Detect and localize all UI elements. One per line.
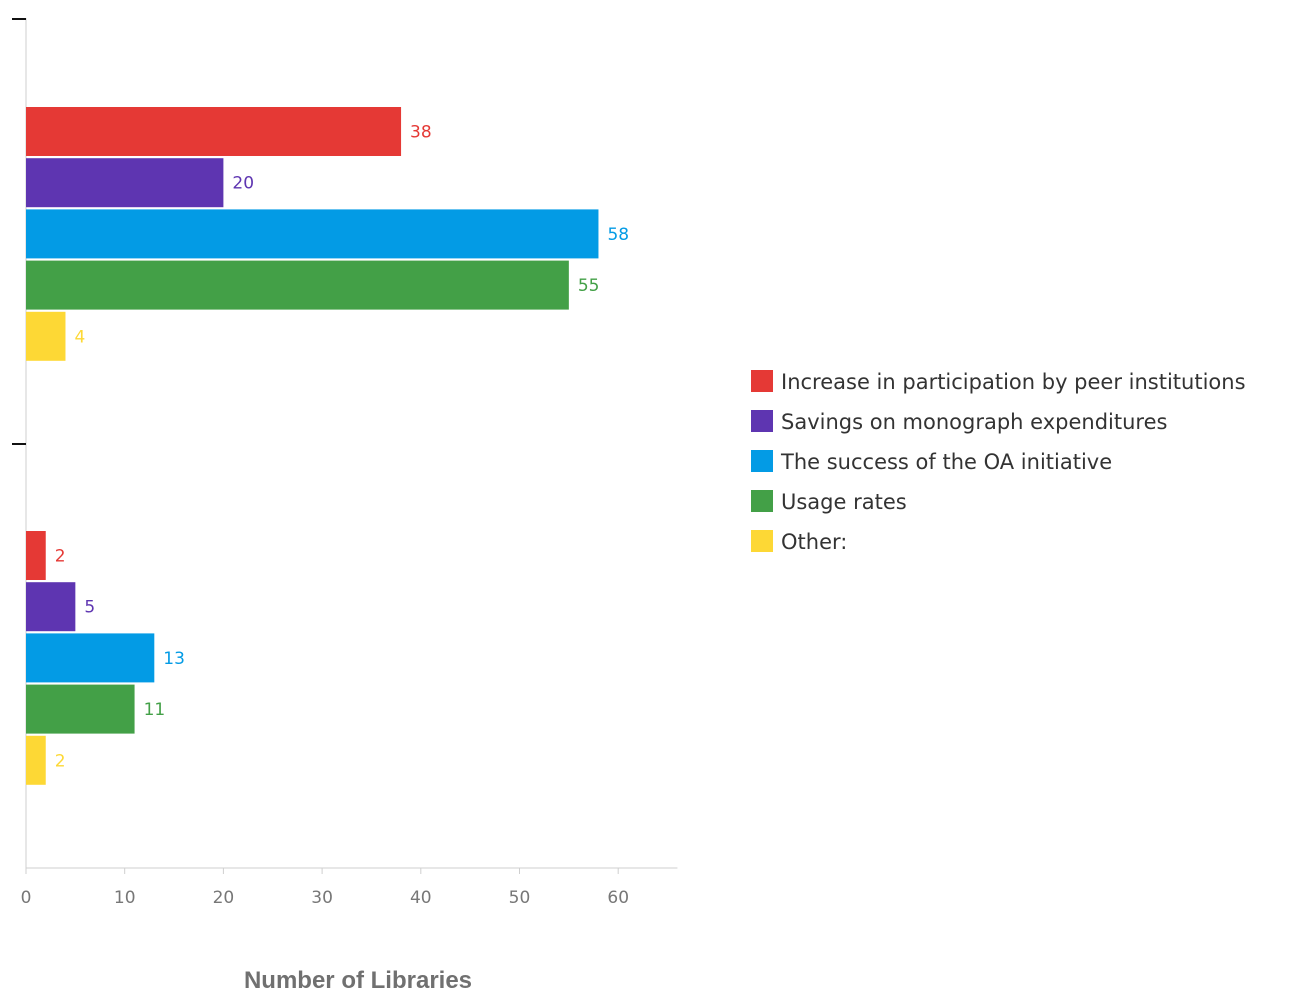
bar <box>26 582 76 632</box>
bar <box>26 684 135 734</box>
bar <box>26 311 66 361</box>
legend-swatch <box>751 450 773 472</box>
x-axis-ticks: 0 10 20 30 40 50 60 <box>21 868 629 908</box>
chart-bars <box>26 107 599 785</box>
bar <box>26 158 224 208</box>
legend-label: Other: <box>781 530 847 554</box>
x-axis-label: Number of Libraries <box>244 967 472 994</box>
legend-label: The success of the OA initiative <box>780 450 1112 474</box>
x-tick-label: 0 <box>21 888 32 908</box>
legend-swatch <box>751 370 773 392</box>
bar-value-label: 4 <box>74 327 85 347</box>
bar <box>26 260 569 310</box>
bar-value-label: 55 <box>578 276 600 296</box>
bar-value-label: 38 <box>410 123 432 143</box>
legend-swatch <box>751 410 773 432</box>
bar <box>26 209 599 259</box>
bar-value-label: 11 <box>144 700 166 720</box>
bar <box>26 531 46 580</box>
bar <box>26 735 46 785</box>
legend-label: Savings on monograph expenditures <box>781 410 1167 434</box>
chart-legend: Increase in participation by peer instit… <box>751 370 1246 554</box>
bar-value-label: 58 <box>607 225 629 245</box>
legend-label: Usage rates <box>781 490 907 514</box>
x-tick-label: 50 <box>509 888 531 908</box>
bar-value-label: 20 <box>232 174 254 194</box>
x-tick-label: 20 <box>213 888 235 908</box>
bar-value-label: 2 <box>55 547 66 567</box>
legend-label: Increase in participation by peer instit… <box>781 370 1246 394</box>
chart-value-labels: 38 2 20 5 58 13 55 11 4 2 <box>55 123 629 772</box>
x-tick-label: 30 <box>311 888 333 908</box>
legend-swatch <box>751 490 773 512</box>
bar-value-label: 5 <box>84 598 95 618</box>
x-tick-label: 10 <box>114 888 136 908</box>
x-tick-label: 40 <box>410 888 432 908</box>
bar-value-label: 2 <box>55 751 66 771</box>
bar-value-label: 13 <box>163 649 185 669</box>
bar <box>26 633 155 683</box>
x-tick-label: 60 <box>607 888 629 908</box>
legend-swatch <box>751 530 773 552</box>
bar <box>26 107 402 156</box>
